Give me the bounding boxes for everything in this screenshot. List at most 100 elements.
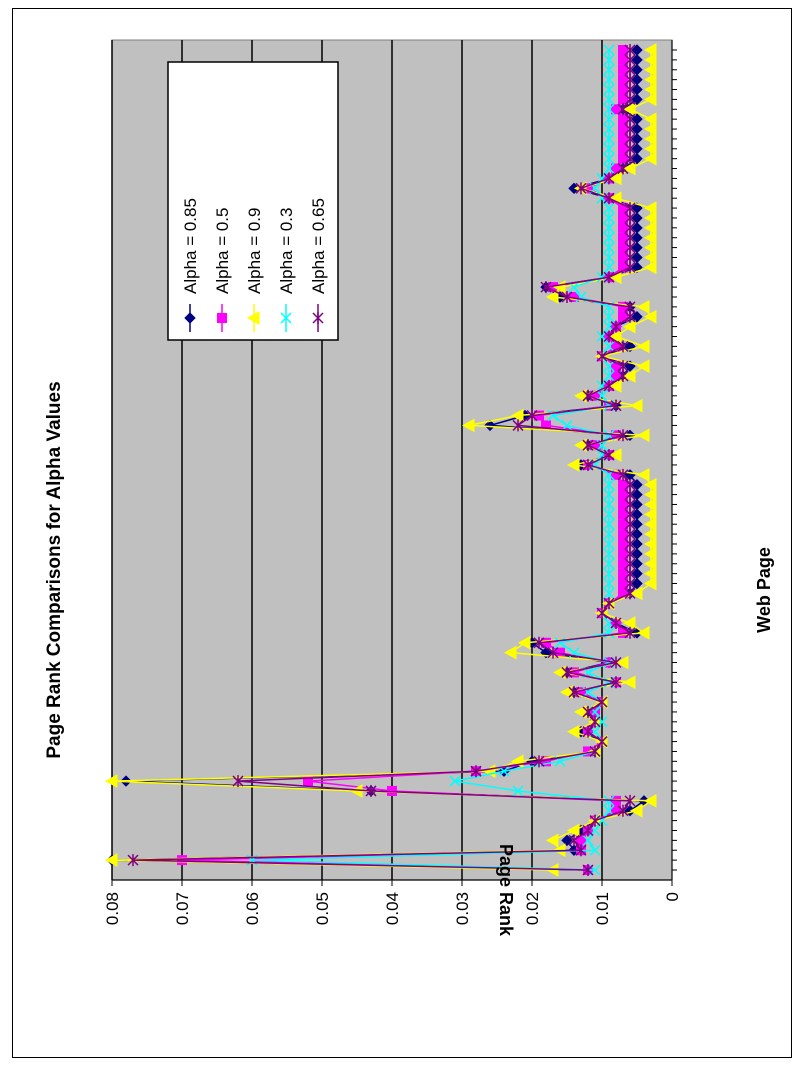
data-point	[603, 44, 615, 56]
data-point	[643, 547, 657, 561]
data-point	[631, 478, 643, 491]
data-point	[631, 488, 643, 501]
y-tick-label: 0.05	[313, 892, 332, 925]
data-point	[545, 290, 559, 304]
data-point	[582, 864, 594, 876]
data-point	[589, 814, 601, 827]
data-point	[603, 518, 615, 530]
data-point	[629, 586, 643, 601]
legend: Alpha = 0.85 Alpha = 0.5 Alpha = 0.9 Alpha …	[167, 61, 339, 341]
data-point	[631, 311, 643, 323]
data-point	[643, 309, 657, 324]
data-point	[643, 132, 657, 146]
data-point	[618, 252, 628, 263]
data-point	[603, 172, 615, 185]
data-point	[618, 74, 628, 85]
data-point	[517, 635, 531, 650]
data-point	[603, 795, 615, 807]
data-point	[552, 665, 566, 680]
data-point	[618, 558, 628, 569]
series-5	[127, 44, 636, 876]
data-point	[582, 834, 594, 846]
data-point	[547, 646, 559, 659]
data-point	[603, 311, 615, 323]
data-point	[603, 261, 615, 273]
data-point	[573, 388, 587, 403]
data-point	[603, 103, 615, 115]
data-point	[618, 212, 628, 223]
data-point	[603, 597, 615, 610]
data-point	[618, 133, 628, 144]
data-point	[603, 489, 615, 501]
data-point	[618, 45, 628, 55]
data-point	[618, 489, 628, 500]
data-point	[617, 429, 629, 442]
data-point	[643, 794, 657, 808]
data-point	[603, 222, 615, 234]
data-point	[603, 202, 615, 214]
data-point	[643, 517, 657, 532]
data-point	[631, 83, 643, 96]
data-point	[610, 656, 622, 669]
data-point	[618, 568, 628, 579]
data-point	[631, 133, 643, 145]
data-point	[643, 141, 657, 156]
data-point	[603, 360, 615, 372]
data-point	[610, 399, 622, 412]
data-point	[618, 203, 628, 214]
data-point	[643, 43, 657, 57]
data-point	[603, 83, 615, 96]
data-point	[582, 725, 594, 738]
data-point	[643, 487, 657, 502]
data-point	[603, 548, 615, 560]
data-point	[618, 64, 628, 75]
data-point	[596, 735, 608, 748]
data-point	[631, 73, 643, 86]
data-point	[636, 359, 650, 373]
data-point	[643, 220, 657, 235]
data-point	[603, 568, 615, 580]
data-point	[582, 439, 594, 452]
data-point	[582, 824, 594, 837]
data-point	[566, 823, 580, 838]
y-tick-label: 0	[663, 892, 682, 901]
x-axis-title: Web Page	[754, 547, 774, 633]
legend-item: Alpha = 0.65	[309, 198, 328, 332]
data-point	[643, 151, 657, 166]
data-point	[561, 290, 573, 303]
data-point	[603, 379, 615, 392]
data-point	[608, 448, 622, 462]
y-tick-label: 0.04	[383, 892, 402, 925]
data-point	[643, 527, 657, 541]
data-point	[603, 143, 615, 155]
data-point	[484, 419, 496, 432]
data-point	[643, 260, 657, 275]
data-point	[631, 577, 643, 590]
data-point	[365, 784, 377, 797]
data-point	[624, 794, 636, 807]
data-point	[589, 745, 601, 758]
data-point	[603, 123, 615, 135]
data-point	[618, 578, 628, 589]
data-point	[624, 626, 636, 639]
data-point	[540, 281, 552, 294]
data-point	[631, 212, 643, 224]
data-point	[545, 833, 559, 848]
chart-frame	[12, 8, 792, 1058]
data-point	[643, 92, 657, 107]
data-point	[631, 567, 643, 580]
data-point	[631, 548, 643, 560]
data-point	[617, 340, 629, 353]
legend-label: Alpha = 0.5	[213, 208, 232, 295]
data-point	[643, 537, 657, 551]
data-point	[617, 360, 629, 373]
data-point	[643, 230, 657, 245]
data-point	[603, 163, 615, 175]
y-tick-label: 0.03	[453, 892, 472, 925]
data-point	[631, 518, 643, 530]
data-point	[568, 834, 580, 847]
data-point	[611, 361, 621, 372]
data-point	[575, 844, 587, 857]
legend-label: Alpha = 0.3	[277, 208, 296, 295]
data-point	[104, 853, 118, 867]
